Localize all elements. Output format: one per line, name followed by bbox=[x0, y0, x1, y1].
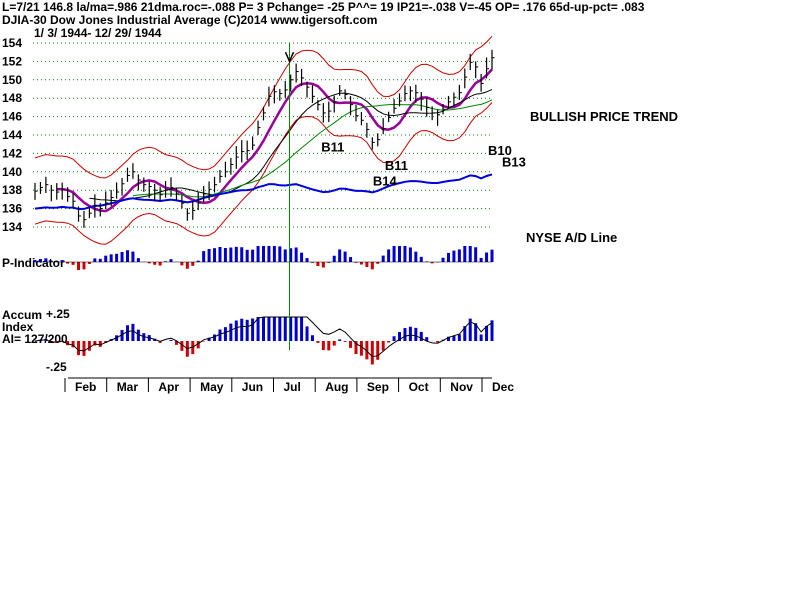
accum-ma-line bbox=[34, 316, 493, 358]
x-tick-label: Nov bbox=[450, 380, 473, 394]
y-tick-label: 148 bbox=[2, 91, 22, 105]
ad-line-label: NYSE A/D Line bbox=[526, 230, 618, 245]
x-tick-label: Apr bbox=[158, 380, 179, 394]
accum-label-2: Index bbox=[2, 320, 34, 334]
y-tick-label: 134 bbox=[2, 220, 22, 234]
chart-title: DJIA-30 Dow Jones Industrial Average (C)… bbox=[2, 13, 378, 27]
lower-band bbox=[34, 102, 493, 245]
signal-b14: B14 bbox=[373, 174, 398, 189]
bullish-trend-label: BULLISH PRICE TREND bbox=[530, 109, 679, 124]
date-range: 1/ 3/ 1944- 12/ 29/ 1944 bbox=[34, 26, 162, 40]
signal-b13: B13 bbox=[502, 154, 526, 169]
price-bars bbox=[34, 49, 495, 228]
ad-line bbox=[34, 173, 493, 211]
accum-index-histogram bbox=[34, 316, 494, 365]
accum-top-level: +.25 bbox=[46, 307, 70, 321]
x-tick-label: Jul bbox=[284, 380, 301, 394]
header-stats: L=7/21 146.8 la/ma=.986 21dma.roc=-.088 … bbox=[2, 0, 645, 14]
y-tick-label: 154 bbox=[2, 36, 22, 50]
p-indicator-histogram bbox=[33, 246, 494, 270]
nyse-ad-line bbox=[34, 173, 493, 211]
y-tick-label: 142 bbox=[2, 146, 22, 160]
y-tick-label: 152 bbox=[2, 54, 22, 68]
vertical-marker bbox=[284, 43, 295, 350]
y-tick-label: 146 bbox=[2, 110, 22, 124]
down-arrow-icon bbox=[284, 51, 295, 64]
p-indicator-label: P-Indicator bbox=[2, 256, 65, 270]
y-axis-ticks: 134 136 138 140 142 144 146 148 150 152 154 bbox=[2, 36, 22, 234]
x-tick-label: Aug bbox=[325, 380, 348, 394]
signal-b11: B11 bbox=[321, 140, 344, 155]
x-tick-label: Feb bbox=[75, 380, 96, 394]
ma-50-line bbox=[89, 88, 493, 202]
x-tick-label: Jun bbox=[242, 380, 263, 394]
y-tick-label: 144 bbox=[2, 128, 22, 142]
accum-bottom-level: -.25 bbox=[46, 360, 67, 374]
y-tick-label: 136 bbox=[2, 202, 22, 216]
x-tick-label: Sep bbox=[367, 380, 389, 394]
x-tick-label: May bbox=[200, 380, 224, 394]
x-tick-label: Dec bbox=[492, 380, 514, 394]
ma-21-line bbox=[56, 68, 493, 213]
signal-b10: B10 bbox=[488, 143, 512, 158]
x-axis: Feb Mar Apr May Jun Jul Aug Sep Oct Nov Dec bbox=[64, 377, 514, 394]
signal-b11: B11 bbox=[385, 158, 408, 173]
x-tick-label: Mar bbox=[117, 380, 139, 394]
y-tick-label: 140 bbox=[2, 165, 22, 179]
x-tick-label: Oct bbox=[409, 380, 429, 394]
accum-label-1: Accum bbox=[2, 308, 43, 322]
accum-ai-value: AI= 127/200 bbox=[2, 332, 68, 346]
y-tick-label: 150 bbox=[2, 73, 22, 87]
y-tick-label: 138 bbox=[2, 183, 22, 197]
